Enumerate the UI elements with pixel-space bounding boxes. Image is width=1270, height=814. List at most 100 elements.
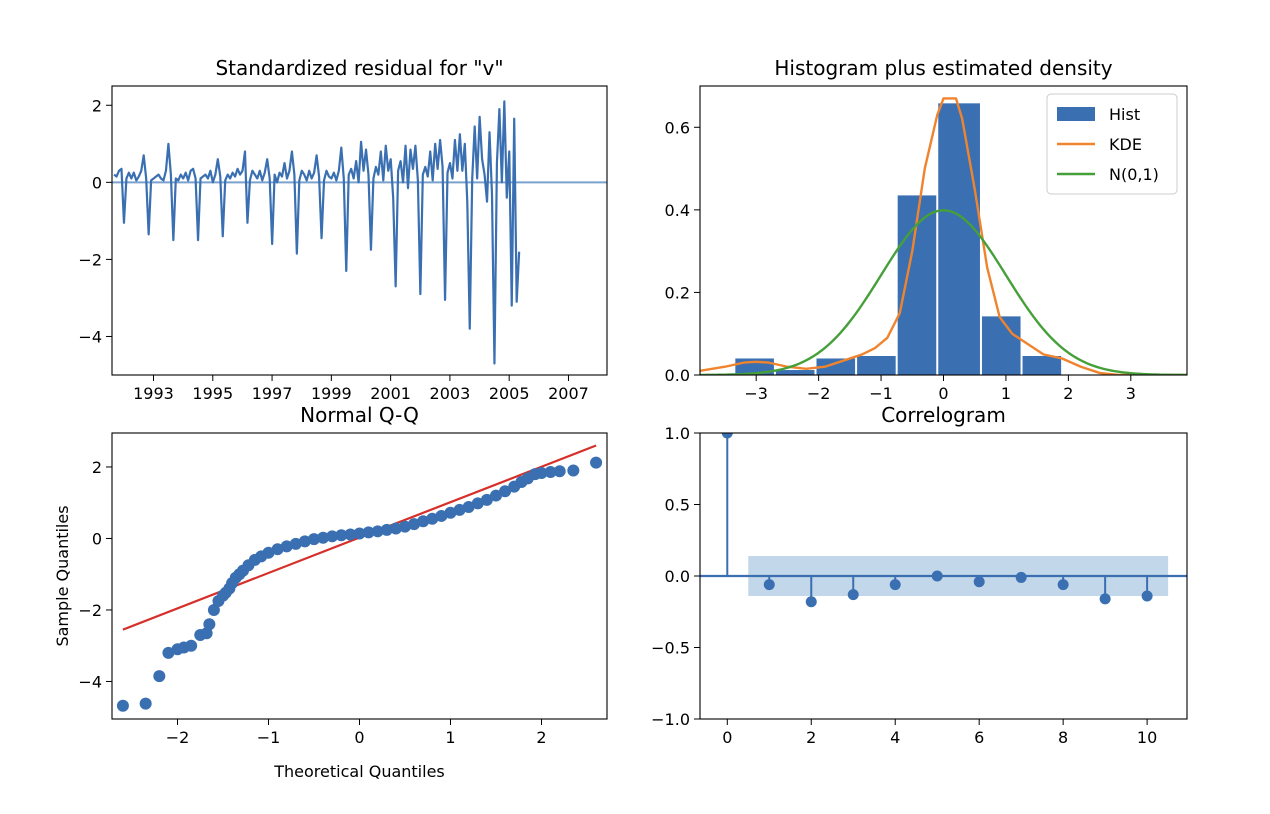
qq-point xyxy=(590,456,603,469)
qq-point xyxy=(153,670,166,683)
residual-xtick-label: 1999 xyxy=(311,384,352,403)
acf-marker xyxy=(847,589,859,601)
qq-point xyxy=(398,520,411,533)
correlogram-xtick-label: 6 xyxy=(974,728,984,747)
qq-point xyxy=(335,529,348,542)
histogram-xtick-label: −1 xyxy=(869,384,893,403)
histogram-xtick-label: 0 xyxy=(938,384,948,403)
residual-axes: 1993 1995 1997 1999 2001 2003 2005 2007 2 0 −2 −4 St… xyxy=(78,56,608,403)
qq-point xyxy=(203,618,216,631)
histogram-xtick-label: −3 xyxy=(744,384,768,403)
residual-frame xyxy=(111,85,608,376)
histogram-xtick-label: −2 xyxy=(807,384,831,403)
qq-axes: −2 −1 0 1 2 2 0 −2 −4 Normal Q-Q xyxy=(78,403,608,747)
qq-ytick-label: −2 xyxy=(78,601,102,620)
histogram-axes: −3 −2 −1 0 1 2 3 0.0 0.2 0.4 0.6 Histogram plus est… xyxy=(665,56,1188,403)
residual-xtick-label: 1993 xyxy=(133,384,174,403)
histogram-frame xyxy=(699,85,1188,376)
acf-marker xyxy=(931,570,943,582)
qq-point xyxy=(553,465,566,478)
qq-point xyxy=(535,467,548,480)
histogram-plot-area xyxy=(700,97,1187,375)
acf-marker xyxy=(763,579,775,591)
qq-point xyxy=(298,535,311,548)
correlogram-ytick-label: −0.5 xyxy=(651,639,690,658)
correlogram-xtick-label: 2 xyxy=(806,728,816,747)
histogram-bar xyxy=(1022,356,1062,375)
acf-marker xyxy=(1057,579,1069,591)
correlogram-xtick-label: 10 xyxy=(1137,728,1157,747)
histogram-xtick-label: 2 xyxy=(1063,384,1073,403)
correlogram-xtick-label: 4 xyxy=(890,728,900,747)
qq-point xyxy=(116,699,129,712)
qq-ytick-label: 0 xyxy=(92,529,102,548)
residual-plot-area xyxy=(112,100,607,365)
histogram-bar xyxy=(816,358,856,375)
legend-label: N(0,1) xyxy=(1109,165,1159,184)
qq-point xyxy=(353,527,366,540)
residual-xtick-label: 2005 xyxy=(489,384,530,403)
qq-point xyxy=(185,639,198,652)
residual-title: Standardized residual for "v" xyxy=(215,56,503,80)
qq-point xyxy=(489,489,502,502)
histogram-ytick-label: 0.6 xyxy=(665,118,690,137)
qq-point xyxy=(453,503,466,516)
qq-plot-area xyxy=(116,444,603,712)
qq-point xyxy=(462,501,475,514)
residual-xtick-label: 2007 xyxy=(548,384,589,403)
qq-xtick-label: −2 xyxy=(166,728,190,747)
residual-ytick-label: 2 xyxy=(92,96,102,115)
qq-point xyxy=(162,646,175,659)
qq-point xyxy=(567,464,580,477)
qq-point xyxy=(435,509,448,522)
legend-label: KDE xyxy=(1109,135,1142,154)
qq-xtick-label: −1 xyxy=(257,728,281,747)
qq-point xyxy=(471,497,484,510)
qq-point xyxy=(139,697,152,710)
histogram-bar xyxy=(938,103,980,375)
qq-point xyxy=(289,537,302,550)
qq-point xyxy=(362,526,375,539)
legend-label: Hist xyxy=(1109,105,1140,124)
acf-marker xyxy=(1141,590,1153,602)
correlogram-xtick-label: 8 xyxy=(1058,728,1068,747)
qq-xtick-label: 1 xyxy=(445,728,455,747)
qq-title: Normal Q-Q xyxy=(300,403,419,427)
qq-ytick-label: −4 xyxy=(78,672,102,691)
acf-marker xyxy=(1099,593,1111,605)
qq-xtick-label: 0 xyxy=(354,728,364,747)
acf-marker xyxy=(1015,571,1027,583)
histogram-bar xyxy=(775,370,815,375)
correlogram-ytick-label: 1.0 xyxy=(665,424,690,443)
qq-point xyxy=(426,512,439,525)
qq-point xyxy=(308,533,321,546)
histogram-ytick-label: 0.4 xyxy=(665,201,690,220)
correlogram-axes: 0 2 4 6 8 10 1.0 0.5 0.0 −0.5 −1.0 Correlogram xyxy=(651,403,1188,747)
qq-point xyxy=(408,518,421,531)
histogram-xtick-label: 1 xyxy=(1001,384,1011,403)
residual-ytick-label: −2 xyxy=(78,250,102,269)
correlogram-frame xyxy=(699,432,1188,720)
legend-swatch-hist xyxy=(1057,107,1095,121)
qq-ytick-label: 2 xyxy=(92,458,102,477)
qq-point xyxy=(207,603,220,616)
correlogram-xtick-label: 0 xyxy=(722,728,732,747)
histogram-bar xyxy=(857,356,896,375)
histogram-ytick-label: 0.0 xyxy=(665,366,690,385)
residual-xtick-label: 2003 xyxy=(430,384,471,403)
qq-point xyxy=(480,493,493,506)
qq-point xyxy=(417,515,430,528)
qq-point xyxy=(317,531,330,544)
histogram-xtick-label: 3 xyxy=(1126,384,1136,403)
qq-point xyxy=(326,530,339,543)
correlogram-title: Correlogram xyxy=(881,403,1006,427)
histogram-ytick-label: 0.2 xyxy=(665,283,690,302)
qq-point xyxy=(444,506,457,519)
residual-series-line xyxy=(113,100,521,365)
correlogram-ytick-label: −1.0 xyxy=(651,710,690,729)
residual-ytick-label: 0 xyxy=(92,173,102,192)
qq-point xyxy=(499,485,512,498)
qq-xlabel: Theoretical Quantiles xyxy=(273,762,445,781)
qq-point xyxy=(371,525,384,538)
